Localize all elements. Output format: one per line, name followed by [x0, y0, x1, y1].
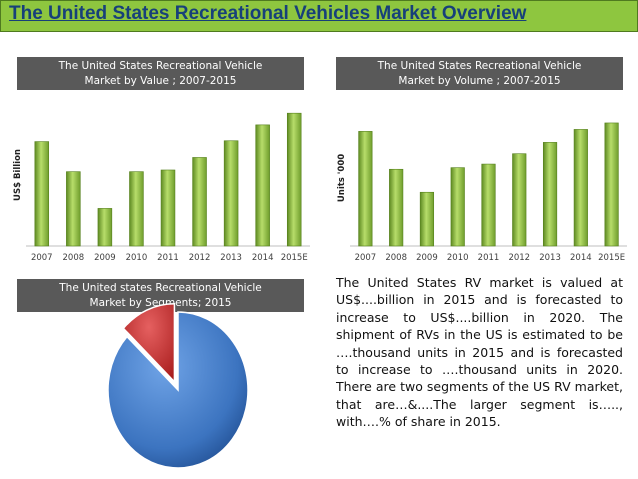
- bar-2011: [481, 163, 496, 247]
- bar-2010: [129, 171, 144, 247]
- market-description: The United States RV market is valued at…: [336, 275, 623, 430]
- bar-2015E: [604, 122, 619, 247]
- pie-slice-large: [107, 311, 249, 469]
- x-tick-label: 2010: [447, 253, 469, 263]
- x-tick-label: 2008: [63, 253, 85, 263]
- bar-2014: [255, 124, 270, 247]
- bar-2012: [192, 157, 207, 247]
- segments-pie-chart: [107, 302, 249, 469]
- value-chart-title-line2: Market by Value ; 2007-2015: [84, 75, 237, 87]
- bar-2011: [160, 169, 176, 247]
- x-tick-label: 2013: [220, 253, 242, 263]
- x-tick-label: 2009: [94, 253, 116, 263]
- bar-2008: [66, 171, 81, 247]
- segments-chart-title-line1: The United states Recreational Vehicle: [59, 282, 262, 294]
- bar-2015E: [286, 112, 302, 247]
- y-axis-label: Units '000: [337, 154, 347, 202]
- value-bar-chart: 2007 2008 2009 2010 2011 2012 2013 2014 2015E US$…: [13, 112, 310, 263]
- value-chart-title-line1: The United States Recreational Vehicle: [58, 60, 263, 72]
- x-tick-label: 2013: [539, 253, 561, 263]
- title-bar: The United States Recreational Vehicles …: [0, 0, 638, 32]
- volume-chart-title-line1: The United States Recreational Vehicle: [377, 60, 582, 72]
- bar-2013: [223, 140, 239, 247]
- x-tick-label: 2010: [126, 253, 148, 263]
- x-tick-label: 2011: [157, 253, 179, 263]
- x-tick-label: 2012: [508, 253, 530, 263]
- x-tick-label: 2011: [478, 253, 500, 263]
- x-tick-label: 2014: [252, 253, 274, 263]
- bar-2009: [419, 191, 435, 247]
- bar-2007: [34, 141, 50, 247]
- x-tick-label: 2012: [189, 253, 211, 263]
- volume-chart-title-line2: Market by Volume ; 2007-2015: [398, 75, 561, 87]
- pie-slice-small: [122, 302, 176, 384]
- x-tick-label: 2015E: [598, 253, 625, 263]
- bar-2012: [512, 153, 527, 247]
- x-tick-label: 2008: [385, 253, 407, 263]
- page-title: The United States Recreational Vehicles …: [9, 3, 527, 24]
- bar-2007: [358, 131, 373, 247]
- bar-2008: [389, 168, 404, 247]
- y-axis-label: US$ Billion: [13, 149, 23, 201]
- x-tick-label: 2015E: [281, 253, 308, 263]
- segments-chart-title-line2: Market by Segments; 2015: [89, 297, 232, 309]
- x-tick-label: 2007: [355, 253, 377, 263]
- volume-chart-header: The United States Recreational Vehicle M…: [336, 57, 623, 90]
- volume-bar-chart: 2007 2008 2009 2010 2011 2012 2013 2014 2015E Uni…: [337, 122, 627, 263]
- x-tick-label: 2014: [570, 253, 592, 263]
- bar-2009: [97, 208, 113, 247]
- bar-2010: [450, 167, 465, 247]
- x-tick-label: 2007: [31, 253, 53, 263]
- value-chart-header: The United States Recreational Vehicle M…: [17, 57, 304, 90]
- bar-2013: [542, 142, 558, 247]
- x-tick-label: 2009: [416, 253, 438, 263]
- bar-2014: [573, 129, 588, 247]
